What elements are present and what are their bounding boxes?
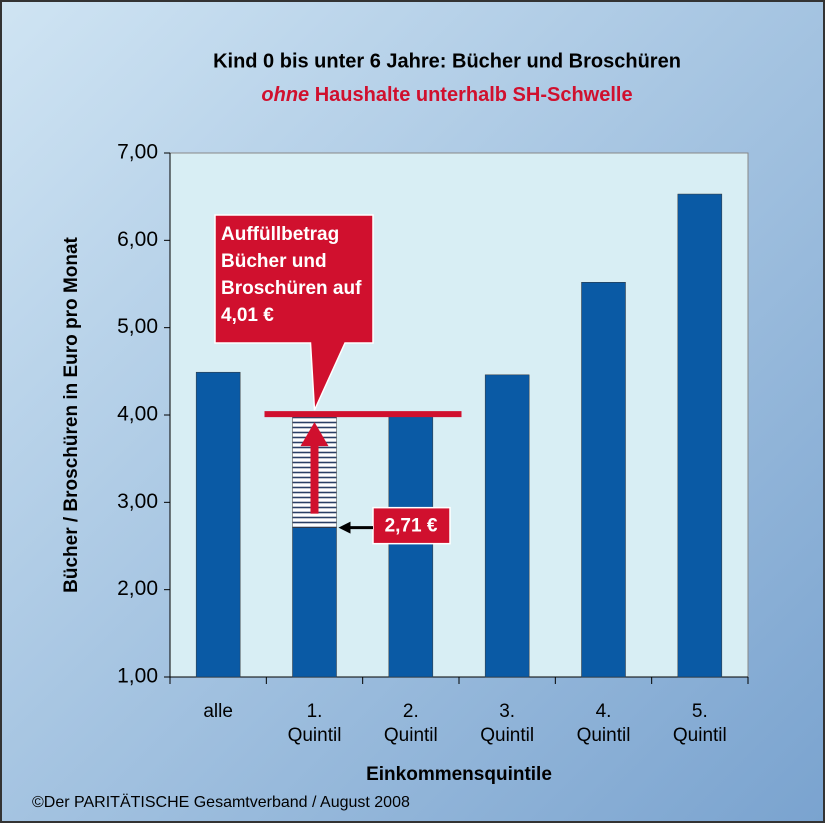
- y-axis-label: Bücher / Broschüren in Euro pro Monat: [61, 236, 82, 592]
- y-tick-label: 5,00: [117, 315, 158, 338]
- x-tick-label: 4. Quintil: [576, 701, 631, 746]
- bar: [581, 282, 626, 678]
- subtitle-emphasis: ohne: [261, 84, 309, 106]
- y-tick-label: 4,00: [117, 403, 158, 426]
- subtitle: Haushalte unterhalb SH-Schwelle: [315, 84, 633, 106]
- footer: ©Der PARITÄTISCHE Gesamtverband / August…: [32, 793, 410, 811]
- x-tick-label: 2. Quintil: [383, 701, 438, 746]
- y-tick-label: 1,00: [117, 665, 158, 688]
- bar-label: 2,71 €: [385, 516, 438, 537]
- bar: [292, 527, 337, 678]
- bar: [484, 374, 530, 678]
- y-tick-label: 3,00: [117, 490, 158, 513]
- x-tick-label: alle: [203, 701, 233, 722]
- bar-label-box: [372, 506, 451, 545]
- chart-subtitle: ohne Haushalte unterhalb SH-Schwelle: [261, 84, 632, 106]
- chart-title: Kind 0 bis unter 6 Jahre: Bücher und Bro…: [213, 50, 681, 72]
- callout-box: [214, 214, 374, 411]
- bar: [388, 413, 434, 678]
- bar: [677, 193, 723, 678]
- x-axis-label: Einkommensquintile: [366, 764, 552, 785]
- up-arrow-shaft: [310, 444, 319, 514]
- y-tick-label: 2,00: [117, 577, 158, 600]
- x-tick-label: 5. Quintil: [672, 701, 727, 746]
- bar-label-arrowhead: [338, 521, 351, 534]
- y-tick-label: 7,00: [117, 141, 158, 164]
- up-arrow-head: [300, 422, 329, 447]
- x-tick-label: 1. Quintil: [287, 701, 342, 746]
- x-tick-label: 3. Quintil: [480, 701, 535, 746]
- y-tick-label: 6,00: [117, 228, 158, 251]
- bar: [195, 371, 241, 678]
- callout-text: Auffüllbetrag Bücher und Broschüren auf …: [221, 224, 362, 326]
